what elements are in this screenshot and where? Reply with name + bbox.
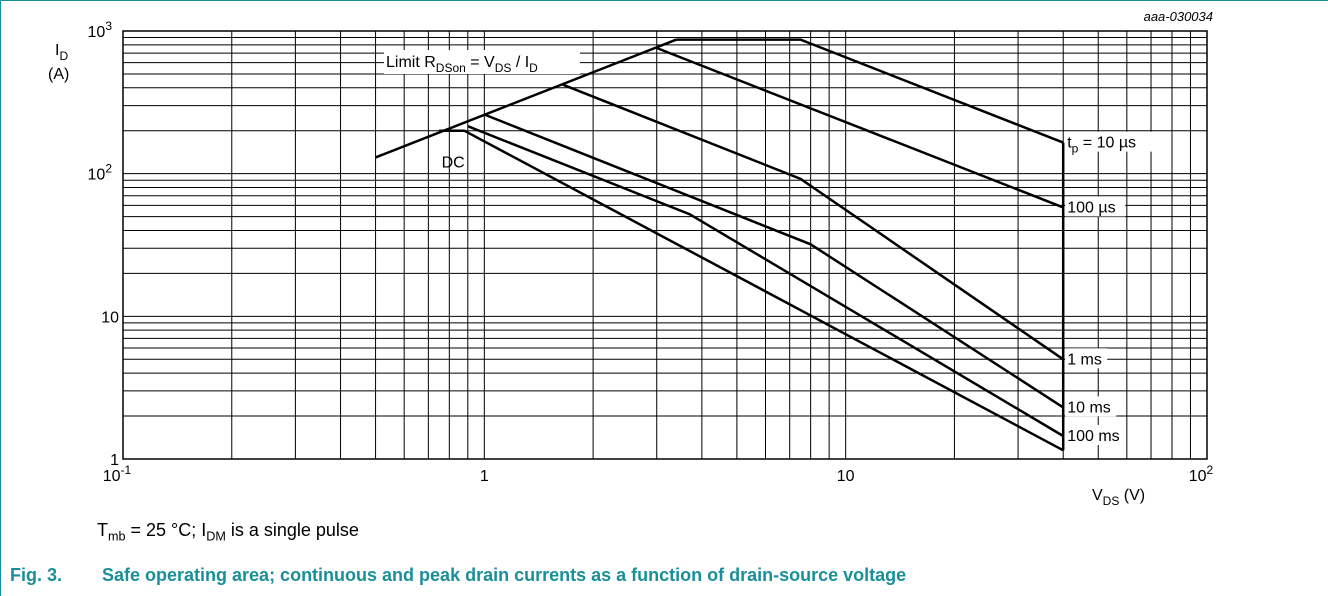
y-tick-label: 1 bbox=[110, 452, 119, 469]
x-axis-symbol: V bbox=[1092, 487, 1103, 504]
y-axis-label: ID (A) bbox=[48, 42, 69, 83]
figure-title: Safe operating area; continuous and peak… bbox=[102, 565, 907, 585]
series-end-label: 1 ms bbox=[1067, 351, 1102, 368]
y-axis-subscript: D bbox=[59, 49, 68, 63]
series-10-ms-line bbox=[483, 113, 1064, 409]
series-limit-rdson-line bbox=[375, 38, 677, 159]
x-tick-label: 10-1 bbox=[103, 463, 132, 485]
y-tick-label: 102 bbox=[88, 162, 113, 184]
x-tick-label: 1 bbox=[480, 468, 489, 485]
series-label-bg bbox=[1065, 348, 1108, 369]
series-100-s-line bbox=[656, 46, 1064, 209]
series-label-bg bbox=[1065, 396, 1117, 417]
y-tick-label: 103 bbox=[88, 19, 113, 41]
x-tick-label: 10 bbox=[837, 468, 855, 485]
series-end-label: tp = 10 µs bbox=[1067, 135, 1136, 156]
x-axis-label: VDS (V) bbox=[1092, 487, 1145, 508]
x-axis-subscript: DS bbox=[1103, 494, 1120, 508]
test-condition-note: Tmb = 25 °C; IDM is a single pulse bbox=[97, 520, 359, 544]
y-tick-label: 10 bbox=[101, 309, 119, 326]
y-axis-symbol: I bbox=[55, 42, 59, 59]
x-tick-label: 102 bbox=[1189, 463, 1214, 485]
series-1-ms-line bbox=[562, 83, 1064, 361]
series-label-bg bbox=[1065, 131, 1162, 152]
series-end-label: 100 µs bbox=[1067, 199, 1115, 216]
series-label-bg bbox=[1065, 196, 1126, 217]
figure-caption: Fig. 3. Safe operating area; continuous a… bbox=[10, 565, 906, 586]
series-dc-line bbox=[439, 129, 1064, 452]
y-axis-unit: (A) bbox=[48, 66, 69, 83]
series-label-bg bbox=[1065, 424, 1126, 445]
figure-number: Fig. 3. bbox=[10, 565, 63, 585]
series-end-label: 10 ms bbox=[1067, 399, 1111, 416]
svg-text:ID: ID bbox=[55, 42, 68, 63]
series-end-label: 100 ms bbox=[1067, 428, 1119, 445]
svg-text:Limit RDSon = VDS / ID: Limit RDSon = VDS / ID bbox=[386, 54, 538, 75]
figure-code: aaa-030034 bbox=[1144, 9, 1213, 24]
series-end-label: DC bbox=[442, 155, 465, 172]
plot-area-border bbox=[122, 30, 1208, 460]
limit-rdson-annotation: Limit RDSon = VDS / ID bbox=[384, 50, 580, 75]
series-100-ms-line bbox=[467, 125, 1064, 438]
series-tp-10-s-line bbox=[676, 38, 1064, 144]
x-axis-unit: (V) bbox=[1119, 487, 1145, 504]
